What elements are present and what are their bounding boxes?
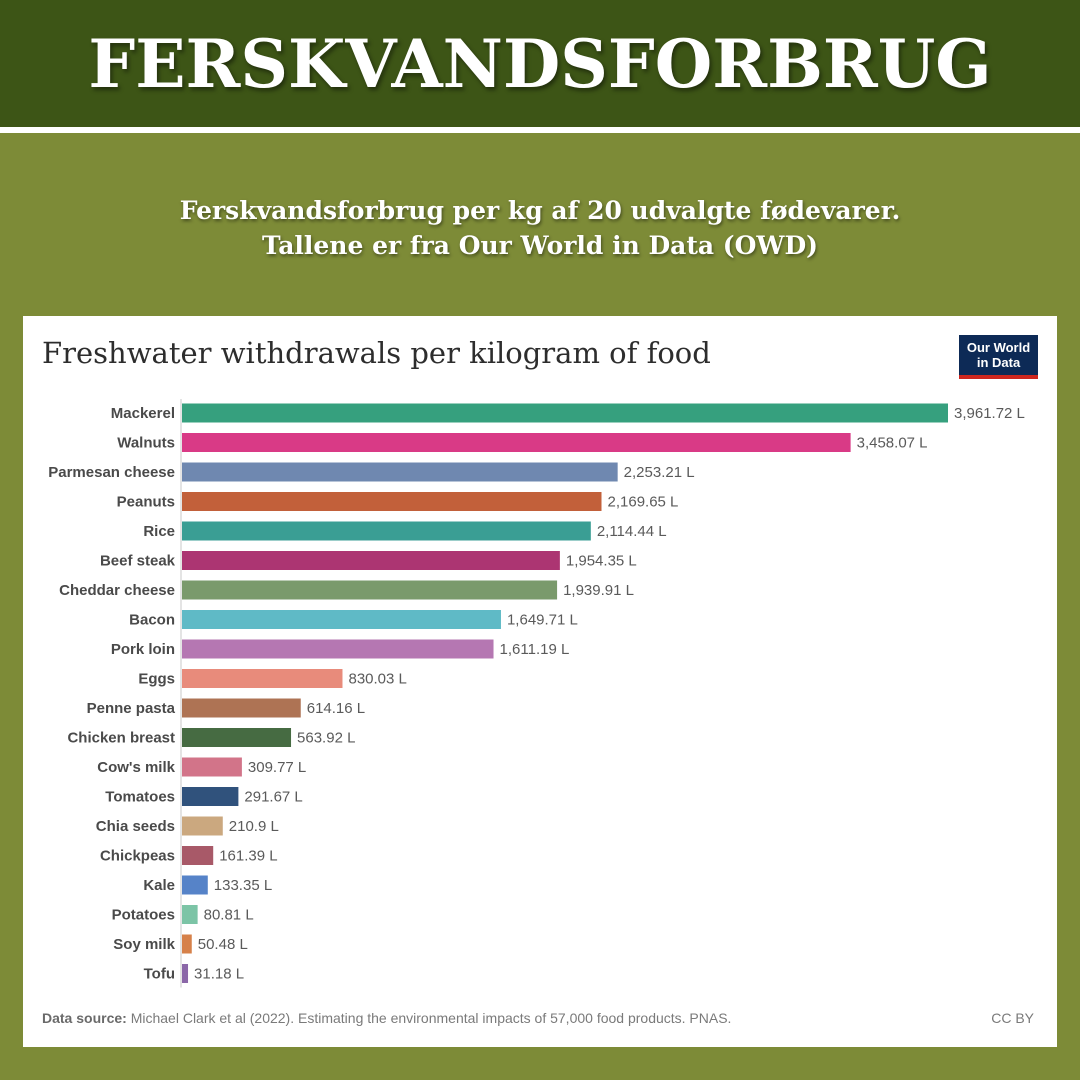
data-source-label: Data source: [42,1010,127,1026]
owid-logo[interactable]: Our World in Data [959,335,1038,379]
value-label-tofu: 31.18 L [194,966,244,983]
bar-rice[interactable] [182,521,591,541]
bar-beef-steak[interactable] [182,551,560,570]
value-label-kale: 133.35 L [214,877,272,894]
bar-chia-seeds[interactable] [182,816,223,836]
bar-penne-pasta[interactable] [182,698,301,718]
data-source: Data source: Michael Clark et al (2022).… [42,1010,731,1026]
bar-parmesan-cheese[interactable] [182,462,618,482]
bar-chart: Mackerel 3,961.72 L Walnuts 3,458.07 L Parme… [23,396,1057,996]
bar-peanuts[interactable] [182,492,602,511]
data-source-text: Michael Clark et al (2022). Estimating t… [130,1010,732,1026]
category-label-chickpeas: Chickpeas [100,848,175,865]
bar-walnuts[interactable] [182,433,851,452]
bar-tofu[interactable] [182,964,189,983]
category-label-parmesan-cheese: Parmesan cheese [48,464,175,481]
category-label-cheddar-cheese: Cheddar cheese [59,582,175,599]
value-label-chicken-breast: 563.92 L [297,730,355,747]
value-label-peanuts: 2,169.65 L [608,494,679,511]
category-label-beef-steak: Beef steak [100,553,176,570]
value-label-chia-seeds: 210.9 L [229,818,279,835]
license-label[interactable]: CC BY [991,1010,1034,1026]
bar-eggs[interactable] [182,669,343,688]
bar-potatoes[interactable] [182,905,198,924]
category-label-bacon: Bacon [129,612,175,629]
category-label-mackerel: Mackerel [111,405,175,422]
owid-logo-line-2: in Data [976,355,1021,370]
category-label-pork-loin: Pork loin [111,641,175,658]
banner-title: FERSKVANDSFORBRUG [88,24,992,103]
value-label-cow-s-milk: 309.77 L [248,759,306,776]
bar-bacon[interactable] [182,610,501,629]
category-label-penne-pasta: Penne pasta [87,700,176,717]
category-label-eggs: Eggs [138,671,175,688]
bar-mackerel[interactable] [182,403,948,423]
bar-chickpeas[interactable] [182,846,214,865]
banner-divider [0,127,1080,133]
subtitle-line-1: Ferskvandsforbrug per kg af 20 udvalgte … [179,196,901,225]
category-label-walnuts: Walnuts [117,435,175,452]
category-label-chicken-breast: Chicken breast [67,730,175,747]
chart-title: Freshwater withdrawals per kilogram of f… [42,336,711,370]
bar-cheddar-cheese[interactable] [182,580,558,600]
value-label-mackerel: 3,961.72 L [954,405,1025,422]
bar-cow-s-milk[interactable] [182,757,242,777]
value-label-cheddar-cheese: 1,939.91 L [563,582,634,599]
subtitle: Ferskvandsforbrug per kg af 20 udvalgte … [0,193,1080,263]
value-label-rice: 2,114.44 L [597,523,667,540]
category-label-tofu: Tofu [144,966,175,983]
value-label-walnuts: 3,458.07 L [857,435,928,452]
category-label-potatoes: Potatoes [112,907,175,924]
chart-card: Freshwater withdrawals per kilogram of f… [23,316,1057,1047]
value-label-chickpeas: 161.39 L [219,848,277,865]
bar-tomatoes[interactable] [182,787,239,806]
bar-pork-loin[interactable] [182,639,494,659]
bar-chicken-breast[interactable] [182,728,292,747]
category-label-rice: Rice [143,523,175,540]
bar-kale[interactable] [182,875,208,895]
bar-chart-svg: Mackerel 3,961.72 L Walnuts 3,458.07 L Parme… [48,399,1025,988]
value-label-potatoes: 80.81 L [204,907,254,924]
category-label-cow-s-milk: Cow's milk [97,759,175,776]
value-label-parmesan-cheese: 2,253.21 L [624,464,695,481]
value-label-penne-pasta: 614.16 L [307,700,365,717]
value-label-bacon: 1,649.71 L [507,612,578,629]
subtitle-line-2: Tallene er fra Our World in Data (OWD) [262,231,818,260]
category-label-soy-milk: Soy milk [113,936,175,953]
value-label-soy-milk: 50.48 L [198,936,248,953]
bar-soy-milk[interactable] [182,934,192,954]
header-banner: FERSKVANDSFORBRUG [0,0,1080,127]
value-label-tomatoes: 291.67 L [244,789,302,806]
category-label-chia-seeds: Chia seeds [96,818,175,835]
owid-logo-line-1: Our World [966,340,1031,355]
value-label-pork-loin: 1,611.19 L [500,641,570,658]
category-label-peanuts: Peanuts [117,494,175,511]
value-label-beef-steak: 1,954.35 L [566,553,637,570]
category-label-kale: Kale [143,877,175,894]
category-label-tomatoes: Tomatoes [105,789,175,806]
value-label-eggs: 830.03 L [348,671,406,688]
